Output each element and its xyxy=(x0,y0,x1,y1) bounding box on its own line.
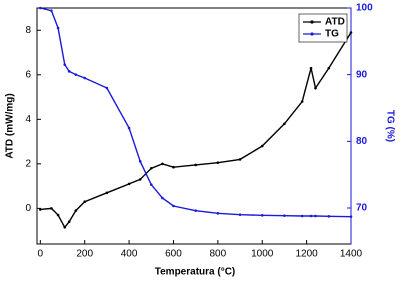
point xyxy=(83,76,87,80)
x-tick-label: 800 xyxy=(210,249,227,260)
point xyxy=(74,73,78,76)
point xyxy=(63,63,67,66)
point xyxy=(83,200,87,203)
point xyxy=(67,70,71,73)
y-tick-label: 2 xyxy=(25,158,31,169)
legend-label: TG xyxy=(325,29,339,40)
point xyxy=(309,66,313,70)
point xyxy=(39,6,42,10)
point xyxy=(74,209,78,212)
point xyxy=(283,122,286,126)
point xyxy=(161,196,164,200)
x-tick-label: 0 xyxy=(38,249,44,260)
y-tick-label: 0 xyxy=(25,203,31,214)
y-axis-title: ATD (mW/mg) xyxy=(5,93,16,158)
y2-tick-label: 70 xyxy=(356,203,368,214)
y2-axis-title: TG (%) xyxy=(384,110,395,142)
point xyxy=(314,86,317,90)
point xyxy=(216,212,220,215)
legend-box xyxy=(298,13,348,43)
legend-marker xyxy=(310,32,314,36)
point xyxy=(314,214,317,218)
point xyxy=(300,214,304,218)
point xyxy=(349,215,353,218)
point xyxy=(149,183,153,186)
point xyxy=(138,160,142,163)
point xyxy=(327,66,331,70)
point xyxy=(56,213,60,217)
y2-tick-label: 100 xyxy=(356,3,373,14)
point xyxy=(238,213,242,216)
y-tick-label: 8 xyxy=(25,25,31,36)
point xyxy=(127,126,131,130)
point xyxy=(194,163,197,167)
x-tick-label: 400 xyxy=(121,249,138,260)
plot-frame xyxy=(36,7,352,245)
x-tick-label: 600 xyxy=(165,249,182,260)
point xyxy=(260,214,264,217)
point xyxy=(172,165,175,169)
point xyxy=(105,191,109,195)
y2-tick-label: 90 xyxy=(356,69,368,80)
point xyxy=(149,167,153,170)
point xyxy=(216,161,220,165)
point xyxy=(50,9,53,12)
point xyxy=(138,178,142,181)
point xyxy=(327,215,331,218)
y2-tick-label: 80 xyxy=(356,136,368,147)
point xyxy=(238,158,242,161)
point xyxy=(194,209,197,212)
point xyxy=(161,162,164,166)
x-tick-label: 1400 xyxy=(340,249,363,260)
point xyxy=(50,207,53,210)
point xyxy=(300,100,304,103)
point xyxy=(63,226,67,229)
x-tick-label: 200 xyxy=(76,249,93,260)
point xyxy=(56,26,60,30)
point xyxy=(67,220,71,224)
point xyxy=(260,144,264,148)
x-tick-label: 1000 xyxy=(251,249,274,260)
point xyxy=(283,214,286,217)
point xyxy=(309,214,313,218)
point xyxy=(172,204,175,208)
x-tick-label: 1200 xyxy=(295,249,318,260)
x-axis-title: Temperatura (°C) xyxy=(155,267,236,278)
y-tick-label: 4 xyxy=(25,114,31,125)
point xyxy=(127,182,131,186)
point xyxy=(349,31,353,34)
series-line xyxy=(40,32,352,229)
legend-label: ATD xyxy=(325,17,345,28)
point xyxy=(105,86,109,90)
point xyxy=(39,208,42,211)
y-tick-label: 6 xyxy=(25,69,31,80)
legend-marker xyxy=(310,20,314,24)
